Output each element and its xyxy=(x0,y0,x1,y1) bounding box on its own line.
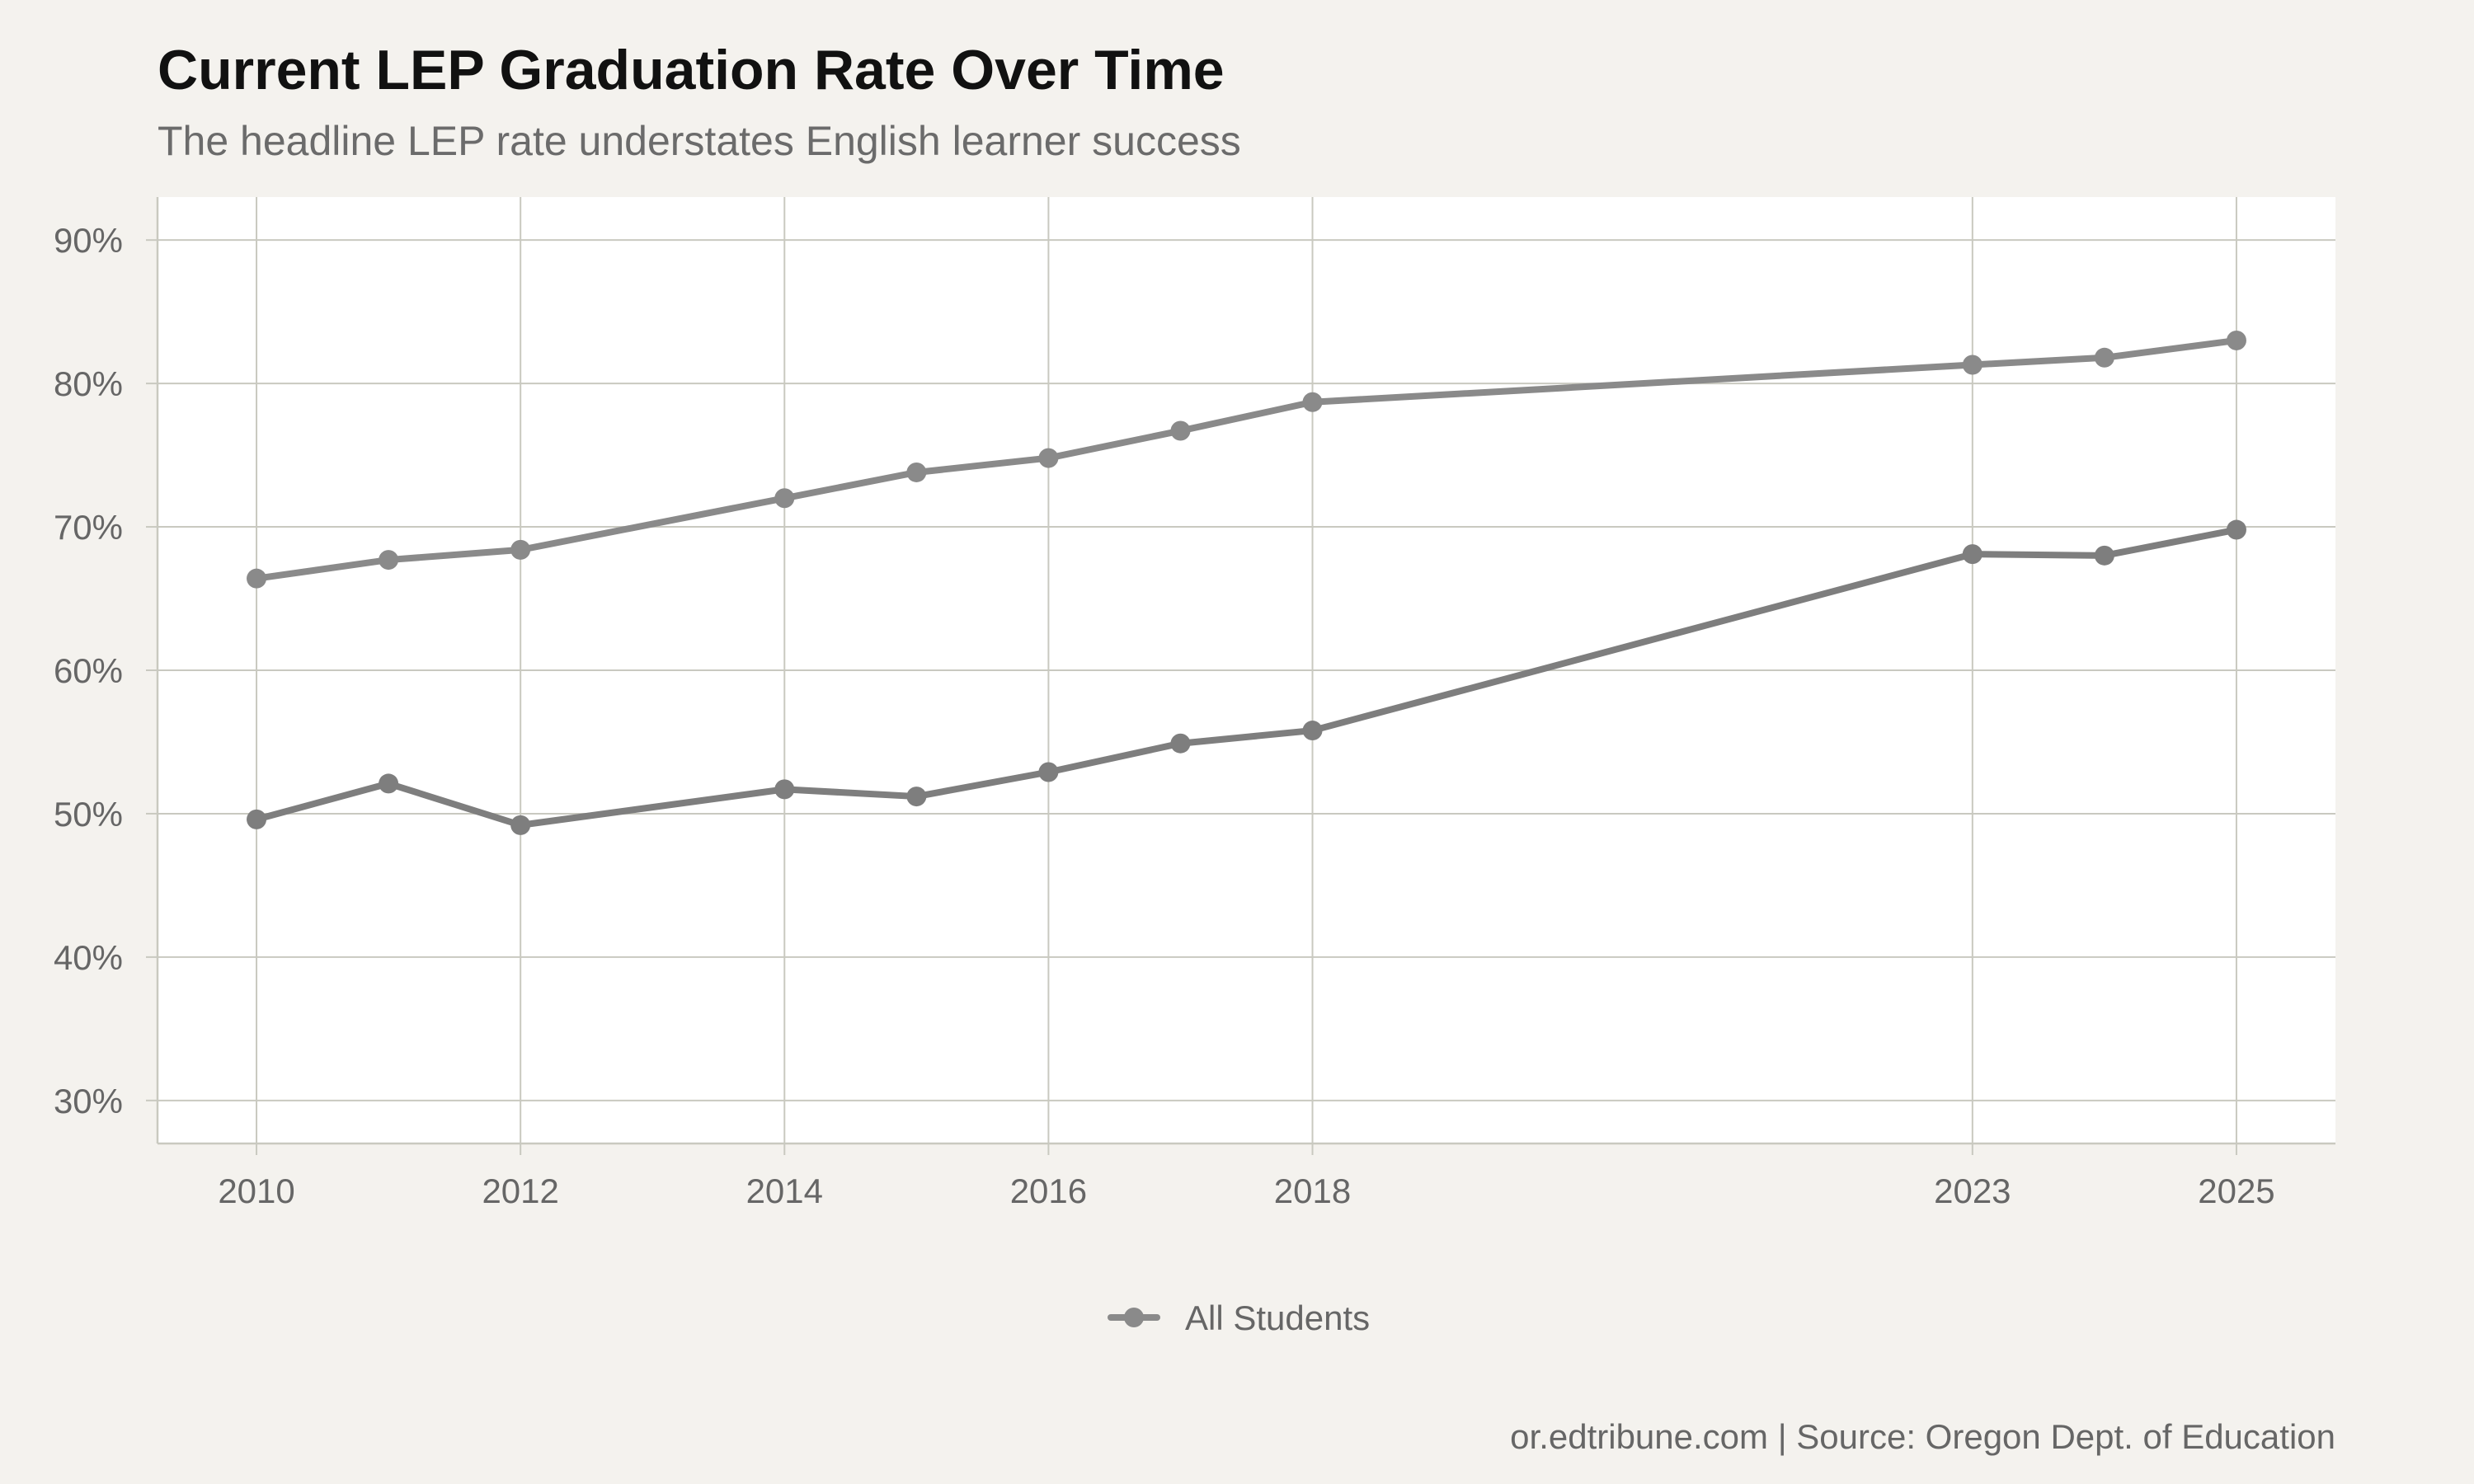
chart-subtitle: The headline LEP rate understates Englis… xyxy=(158,118,1241,164)
x-tick-label: 2016 xyxy=(1010,1172,1087,1210)
data-point xyxy=(1962,544,1982,565)
y-tick-label: 70% xyxy=(54,508,123,547)
data-point xyxy=(1302,392,1323,412)
data-point xyxy=(774,779,795,800)
y-tick-label: 80% xyxy=(54,364,123,403)
data-point xyxy=(2226,519,2246,540)
chart-title: Current LEP Graduation Rate Over Time xyxy=(158,39,1225,101)
x-tick-label: 2014 xyxy=(746,1172,823,1210)
chart-caption: or.edtribune.com | Source: Oregon Dept. … xyxy=(1510,1417,2335,1456)
data-point xyxy=(906,462,927,482)
data-point xyxy=(510,539,531,560)
data-point xyxy=(379,773,399,794)
data-point xyxy=(1038,448,1059,468)
series-group xyxy=(247,330,2246,589)
y-tick-label: 60% xyxy=(54,651,123,690)
data-point xyxy=(1170,733,1191,754)
data-point xyxy=(1302,721,1323,741)
legend: All Students xyxy=(1108,1298,1370,1337)
data-point xyxy=(247,568,267,589)
y-tick-label: 30% xyxy=(54,1082,123,1120)
data-point xyxy=(379,550,399,571)
grid xyxy=(158,197,2335,1144)
data-point xyxy=(510,815,531,835)
data-point xyxy=(774,488,795,509)
data-point xyxy=(2094,545,2114,566)
y-tick-label: 50% xyxy=(54,795,123,834)
axes: 30% 40% 50% 60% 70% 80% 90% 2010 2012 2014 2016 201… xyxy=(54,197,2335,1210)
x-tick-label: 2018 xyxy=(1274,1172,1351,1210)
x-tick-label: 2023 xyxy=(1934,1172,2011,1210)
data-point xyxy=(2094,347,2114,368)
data-point xyxy=(247,809,267,829)
series-group xyxy=(247,519,2246,835)
data-point xyxy=(2226,330,2246,350)
data-point xyxy=(906,787,927,807)
legend-key-point xyxy=(1124,1308,1144,1327)
legend-label: All Students xyxy=(1185,1298,1370,1337)
x-tick-label: 2012 xyxy=(482,1172,558,1210)
y-tick-label: 40% xyxy=(54,938,123,977)
x-tick-label: 2025 xyxy=(2198,1172,2274,1210)
data-point xyxy=(1962,355,1982,375)
y-tick-label: 90% xyxy=(54,221,123,260)
series xyxy=(247,330,2246,835)
data-point xyxy=(1038,762,1059,782)
x-tick-label: 2010 xyxy=(218,1172,294,1210)
data-point xyxy=(1170,420,1191,441)
